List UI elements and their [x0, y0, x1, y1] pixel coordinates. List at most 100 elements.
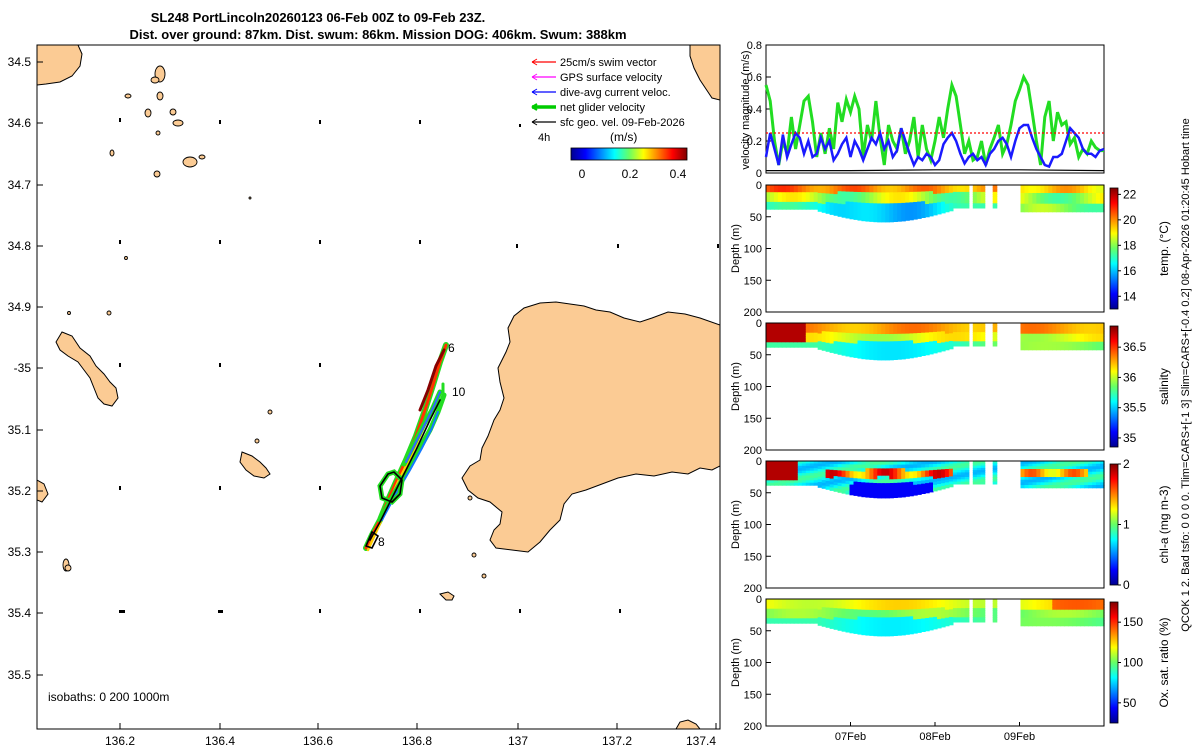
section-cell — [921, 470, 926, 475]
section-cell — [793, 463, 799, 467]
section-cell — [1084, 479, 1089, 483]
section-cell — [781, 461, 787, 464]
section-cell — [829, 346, 835, 350]
section-cell — [877, 461, 882, 466]
section-cell — [1092, 190, 1097, 194]
section-cell — [785, 599, 791, 602]
section-cell — [964, 191, 970, 195]
section-cell — [1060, 607, 1065, 611]
section-cell — [821, 198, 827, 202]
section-cell — [841, 480, 847, 484]
section-cell — [893, 217, 898, 222]
section-cell — [905, 347, 910, 352]
section-cell — [1048, 469, 1053, 473]
section-cell — [865, 210, 870, 215]
section-cell — [1036, 203, 1041, 207]
section-cell — [873, 199, 878, 204]
section-cell — [881, 203, 886, 208]
section-cell — [1036, 469, 1041, 473]
section-cell — [861, 606, 866, 611]
section-cell — [789, 606, 795, 610]
section-cell — [964, 479, 970, 483]
section-cell — [845, 198, 851, 203]
section-cell — [956, 196, 962, 200]
section-cell — [992, 599, 998, 602]
section-cell — [809, 606, 815, 610]
section-cell — [1056, 607, 1061, 611]
section-cell — [797, 620, 803, 624]
section-cell — [905, 482, 910, 487]
section-cell — [1060, 339, 1065, 343]
section-cell — [1072, 187, 1077, 191]
section-cell — [1076, 623, 1081, 627]
section-cell — [785, 477, 791, 481]
section-cell — [813, 465, 819, 469]
velocity-ytick-label: 0.4 — [747, 104, 762, 116]
section-cell — [805, 482, 811, 486]
section-cell — [845, 618, 851, 623]
section-cell — [1084, 328, 1089, 332]
section-cell — [976, 327, 982, 331]
section-cell — [853, 612, 859, 617]
colorbar-tick-label: 22 — [1123, 187, 1137, 201]
section-cell — [797, 185, 803, 188]
section-cell — [1040, 479, 1045, 483]
section-cell — [785, 475, 791, 479]
section-cell — [857, 630, 863, 635]
section-cell — [813, 201, 819, 205]
section-cell — [766, 332, 771, 336]
section-cell — [881, 348, 886, 354]
section-cell — [1096, 323, 1101, 327]
section-cell — [992, 465, 998, 469]
section-cell — [829, 328, 835, 333]
section-cell — [1080, 323, 1085, 327]
section-cell — [992, 603, 998, 607]
section-cell — [821, 333, 827, 338]
section-cell — [869, 624, 874, 629]
section-cell — [1032, 201, 1037, 205]
section-cell — [933, 326, 938, 330]
section-cell — [897, 213, 902, 219]
velocity-ytick-label: 0 — [756, 168, 762, 180]
section-cell — [901, 185, 906, 190]
section-cell — [1064, 620, 1069, 624]
section-cell — [952, 198, 958, 202]
section-cell — [1020, 617, 1026, 621]
section-cell — [1028, 185, 1033, 189]
section-cell — [893, 214, 898, 219]
section-cell — [925, 467, 930, 472]
section-cell — [829, 601, 835, 606]
section-cell — [1020, 463, 1026, 467]
section-cell — [913, 195, 918, 200]
section-cell — [925, 326, 930, 330]
section-cell — [1044, 209, 1049, 213]
section-cell — [1048, 612, 1053, 616]
section-cell — [845, 349, 851, 354]
section-cell — [929, 197, 934, 201]
section-cell — [917, 602, 922, 607]
section-cell — [825, 340, 831, 344]
section-cell — [972, 463, 978, 467]
section-cell — [913, 602, 918, 607]
section-cell — [1040, 604, 1045, 608]
section-cell — [774, 615, 779, 619]
section-cell — [785, 332, 791, 336]
section-cell — [913, 353, 918, 358]
section-cell — [889, 207, 894, 212]
section-cell — [913, 323, 918, 327]
section-cell — [766, 327, 771, 331]
section-cell — [853, 629, 859, 634]
section-cell — [825, 463, 831, 468]
section-cell — [785, 463, 791, 467]
section-cell — [770, 187, 775, 191]
section-cell — [821, 469, 827, 473]
section-cell — [941, 334, 946, 338]
section-cell — [837, 213, 843, 217]
section-cell — [781, 194, 787, 198]
section-cell — [829, 461, 835, 465]
section-cell — [976, 470, 982, 473]
section-cell — [805, 192, 811, 196]
section-cell — [1064, 187, 1069, 191]
section-cell — [857, 613, 863, 618]
